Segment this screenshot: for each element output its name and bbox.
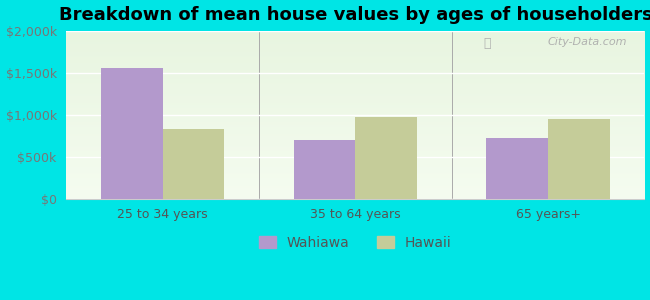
Bar: [548, 119, 610, 199]
Legend: Wahiawa, Hawaii: Wahiawa, Hawaii: [254, 230, 458, 256]
Text: City-Data.com: City-Data.com: [547, 38, 627, 47]
Bar: [356, 117, 417, 199]
Title: Breakdown of mean house values by ages of householders: Breakdown of mean house values by ages o…: [58, 6, 650, 24]
Bar: [294, 140, 356, 199]
Text: ⓘ: ⓘ: [484, 38, 491, 50]
Bar: [101, 68, 162, 199]
Bar: [162, 129, 224, 199]
Bar: [486, 138, 548, 199]
